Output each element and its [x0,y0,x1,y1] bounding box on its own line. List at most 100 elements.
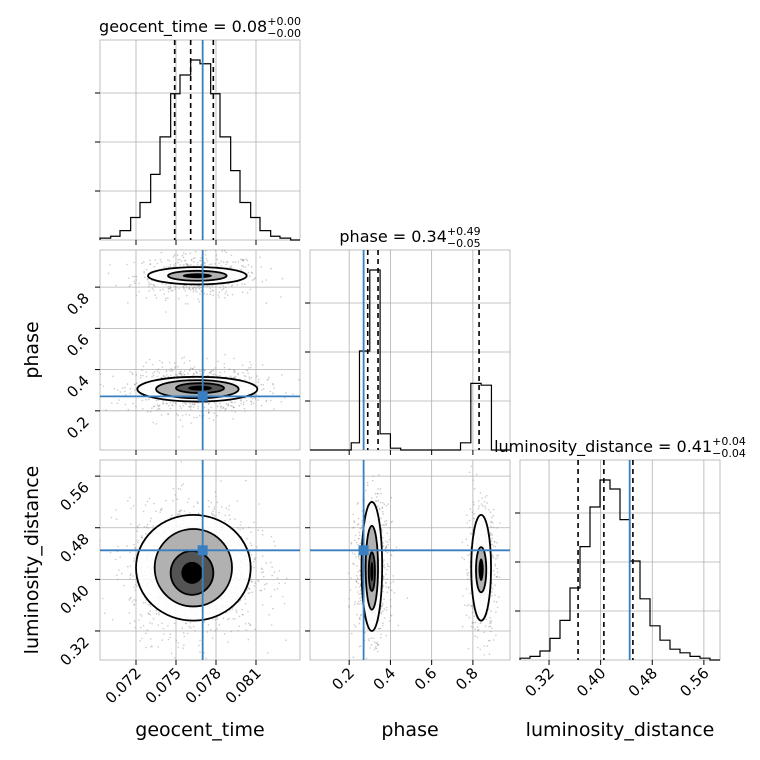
sample-point [494,584,496,586]
panel-phase [305,249,511,455]
sample-point [285,577,288,580]
sample-point [356,577,359,579]
sample-point [199,651,201,653]
sample-point [264,583,266,586]
sample-point [185,287,188,289]
sample-point [139,613,142,616]
sample-point [190,422,192,424]
sample-point [265,302,268,304]
sample-point [391,589,393,592]
sample-point [206,631,209,633]
sample-point [257,580,260,583]
sample-point [246,292,249,294]
sample-point [146,500,149,503]
y-axis-label-luminosity_distance: luminosity_distance [21,466,43,655]
sample-point [151,287,154,290]
sample-point [186,294,188,297]
sample-point [386,551,389,554]
sample-point [472,626,474,628]
sample-point [118,399,120,401]
sample-point [348,597,350,600]
sample-point [248,526,250,529]
sample-point [496,571,499,573]
sample-point [224,353,226,356]
sample-point [159,511,161,514]
sample-point [165,266,168,268]
sample-point [350,577,352,579]
sample-point [203,285,205,287]
sample-point [179,370,182,373]
sample-point [257,385,259,388]
title-upper: +0.00 [267,15,301,28]
sample-point [131,601,134,603]
sample-point [248,588,251,590]
sample-point [138,290,140,293]
sample-point [489,620,491,623]
sample-point [237,260,240,263]
sample-point [116,574,118,577]
sample-point [281,374,283,376]
sample-point [152,618,155,620]
sample-point [200,290,203,292]
sample-point [198,370,201,372]
sample-point [376,500,378,503]
sample-point [134,383,136,386]
sample-point [484,505,486,508]
sample-point [144,504,147,506]
sample-point [473,615,476,617]
sample-point [230,401,233,404]
sample-point [283,602,286,605]
sample-point [239,400,242,402]
sample-point [465,538,468,540]
sample-point [148,398,150,401]
sample-point [243,283,246,285]
sample-point [136,530,139,532]
sample-point [172,487,175,490]
sample-point [242,259,245,262]
sample-point [128,599,130,601]
sample-point [358,617,361,620]
sample-point [180,407,183,410]
sample-point [133,383,136,386]
sample-point [387,503,389,505]
sample-point [155,296,158,299]
sample-point [129,523,132,525]
sample-point [233,376,236,379]
sample-point [192,367,194,370]
sample-point [273,571,276,573]
sample-point [169,407,172,410]
sample-point [179,405,182,407]
title-main: luminosity_distance = 0.41 [494,437,712,457]
sample-point [270,624,273,626]
sample-point [199,639,201,642]
sample-point [492,514,495,517]
sample-point [187,264,189,266]
sample-point [206,250,208,251]
sample-point [179,372,182,375]
sample-point [377,505,379,508]
sample-point [131,373,134,376]
sample-point [170,289,173,292]
sample-point [211,289,214,291]
sample-point [248,592,251,594]
sample-point [250,580,253,583]
sample-point [215,495,217,498]
sample-point [196,501,199,503]
sample-point [382,610,384,613]
sample-point [239,524,242,526]
sample-point [148,289,151,292]
sample-point [371,479,374,482]
sample-point [185,263,187,265]
sample-point [382,542,384,544]
sample-point [235,611,238,614]
sample-point [174,367,176,369]
sample-point [169,264,172,266]
sample-point [233,376,235,379]
sample-point [490,621,492,624]
sample-point [149,610,151,612]
sample-point [189,405,191,407]
sample-point [150,410,152,413]
tick-label-phase: 0.6 [411,664,441,694]
sample-point [116,402,119,405]
sample-point [210,263,213,265]
